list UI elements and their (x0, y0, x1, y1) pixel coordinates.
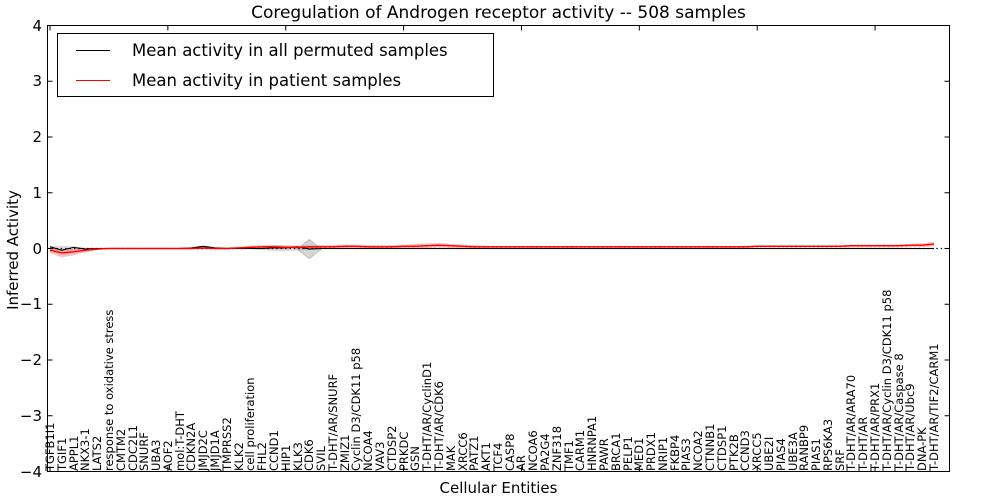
y-tick-label: 0 (32, 239, 42, 258)
x-tick-label: CTDSP2 (384, 425, 399, 471)
y-tick-label: −3 (19, 406, 42, 425)
y-tick-label: −2 (19, 351, 42, 369)
y-tick-label: −4 (19, 462, 42, 481)
x-tick-label: HIP1 (278, 444, 293, 471)
legend: Mean activity in all permuted samples Me… (57, 33, 494, 97)
x-tick-label: PIAS4 (773, 437, 788, 471)
x-tick-label: ZNF318 (549, 425, 564, 471)
x-tick-label: CMTM2 (113, 428, 128, 471)
legend-line-sample-permuted (76, 49, 110, 51)
legend-item-permuted: Mean activity in all permuted samples (68, 38, 483, 62)
chart-title: Coregulation of Androgen receptor activi… (251, 3, 746, 23)
legend-item-patient: Mean activity in patient samples (68, 68, 483, 92)
y-tick-label: 3 (32, 72, 42, 91)
y-tick-label: 2 (32, 128, 42, 146)
y-tick-label: 1 (32, 183, 42, 202)
y-tick-label: −1 (19, 295, 42, 314)
legend-label-permuted: Mean activity in all permuted samples (132, 40, 448, 60)
x-tick-label: TMPRSS2 (219, 416, 234, 471)
legend-label-patient: Mean activity in patient samples (132, 70, 402, 90)
series-line-patient (49, 243, 935, 254)
x-tick-label: TGIF1 (54, 437, 69, 471)
y-tick-label: 4 (32, 16, 42, 35)
series-line-permuted (49, 245, 934, 251)
x-tick-label: BRCA1 (608, 431, 623, 471)
patient-confidence-band (50, 241, 934, 258)
x-tick-label: MAK (443, 445, 458, 471)
legend-line-sample-patient (76, 79, 110, 81)
x-axis-label: Cellular Entities (439, 479, 558, 497)
x-tick-label: T-DHT/AR/TIF2/CARM1 (927, 342, 941, 471)
